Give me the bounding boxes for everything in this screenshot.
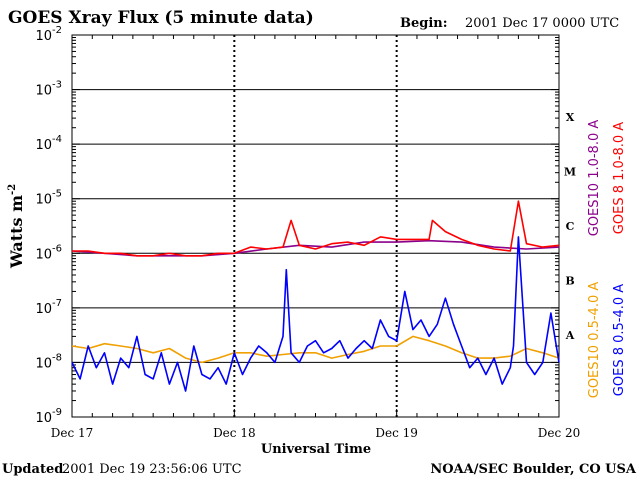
legend-entry: GOES 8 0.5-4.0 A <box>612 284 627 396</box>
y-tick-exponent: -9 <box>52 407 62 418</box>
horizontal-grid <box>72 89 559 363</box>
chart-title: GOES Xray Flux (5 minute data) <box>8 8 314 28</box>
x-tick-label: Dec 20 <box>538 426 581 440</box>
updated-value: 2001 Dec 19 23:56:06 UTC <box>62 462 242 477</box>
legend-entry: GOES 8 1.0-8.0 A <box>612 122 627 234</box>
plot-frame <box>71 34 560 418</box>
y-tick-label: 10-6 <box>35 243 62 262</box>
y-tick-label: 10-7 <box>35 298 62 317</box>
y-tick-base: 10 <box>35 29 52 44</box>
y-axis-ticks: 10-210-310-410-510-610-710-810-9 <box>35 25 559 426</box>
legend-entry: GOES10 0.5-4.0 A <box>587 282 602 399</box>
flare-class-a: A <box>565 329 575 342</box>
flare-class-b: B <box>565 275 574 288</box>
legend-entry: GOES10 1.0-8.0 A <box>587 120 602 237</box>
y-axis-label: Watts m-2 <box>7 184 26 269</box>
y-axis-label-superscript: -2 <box>7 184 18 195</box>
y-tick-label: 10-9 <box>35 407 62 426</box>
y-tick-label: 10-5 <box>35 189 62 208</box>
series-line <box>71 236 560 392</box>
y-tick-exponent: -7 <box>52 298 62 309</box>
updated-label: Updated <box>2 462 63 477</box>
x-axis-ticks: Dec 17 Dec 18 Dec 19 Dec 20 <box>51 35 581 440</box>
y-tick-base: 10 <box>35 193 52 208</box>
y-tick-base: 10 <box>35 84 52 99</box>
x-tick-label: Dec 18 <box>213 426 256 440</box>
x-tick-label: Dec 17 <box>51 426 94 440</box>
series-line <box>72 200 560 257</box>
y-tick-exponent: -3 <box>52 80 62 91</box>
y-tick-label: 10-2 <box>35 25 62 44</box>
y-tick-base: 10 <box>35 302 52 317</box>
begin-label: Begin: <box>400 16 448 31</box>
y-tick-exponent: -6 <box>52 243 62 254</box>
source-credit: NOAA/SEC Boulder, CO USA <box>430 462 637 477</box>
begin-value: 2001 Dec 17 0000 UTC <box>465 16 619 31</box>
flare-class-labels: X M C B A <box>564 111 576 342</box>
y-tick-exponent: -4 <box>52 134 62 145</box>
y-tick-base: 10 <box>35 138 52 153</box>
y-tick-base: 10 <box>35 356 52 371</box>
legend: GOES10 1.0-8.0 A GOES 8 1.0-8.0 A GOES10 0… <box>587 120 627 399</box>
flare-class-x: X <box>566 111 575 124</box>
y-tick-base: 10 <box>35 247 52 262</box>
data-series <box>71 200 560 392</box>
x-axis-label: Universal Time <box>261 442 371 457</box>
y-tick-label: 10-3 <box>35 80 62 99</box>
y-axis-label-text: Watts m <box>7 195 26 269</box>
y-tick-exponent: -8 <box>52 352 62 363</box>
y-tick-exponent: -2 <box>52 25 62 36</box>
flare-class-m: M <box>564 165 576 178</box>
day-grid <box>233 35 398 417</box>
y-tick-exponent: -5 <box>52 189 62 200</box>
x-tick-label: Dec 19 <box>375 426 418 440</box>
y-tick-label: 10-4 <box>35 134 62 153</box>
y-tick-base: 10 <box>35 411 52 426</box>
y-tick-label: 10-8 <box>35 352 62 371</box>
svg-text:Watts m-2: Watts m-2 <box>7 184 26 269</box>
flare-class-c: C <box>566 220 575 233</box>
